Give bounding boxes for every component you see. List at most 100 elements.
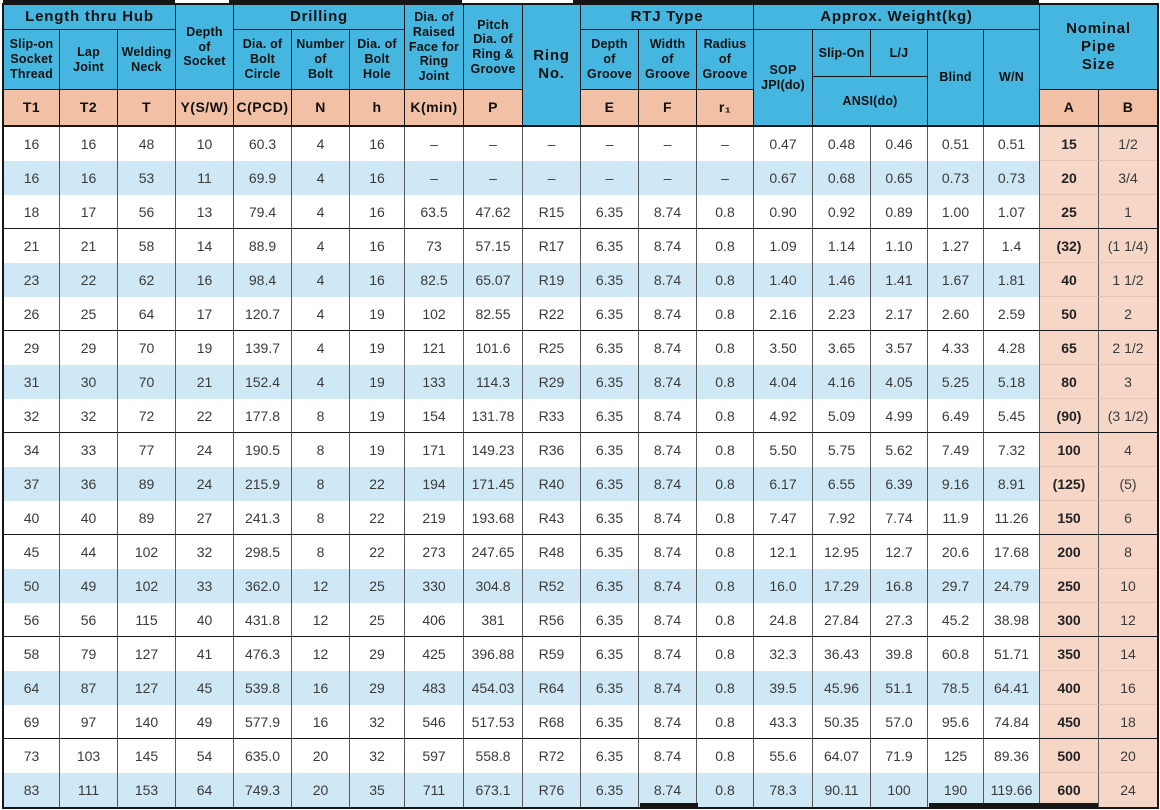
cell-r14-c4: 33	[176, 569, 234, 603]
cell-r17-c15: 45.96	[813, 671, 871, 705]
cell-r16-c12: 8.74	[639, 637, 697, 671]
col-header-slip-on-weight: Slip-On	[813, 30, 871, 77]
cell-r6-c13: 0.8	[697, 297, 754, 331]
cell-r14-c1: 50	[4, 569, 60, 603]
cell-r8-c1: 31	[4, 365, 60, 399]
cell-r15-c17: 45.2	[928, 603, 984, 637]
cell-r18-c3: 140	[118, 705, 176, 739]
cell-r7-c18: 4.28	[984, 331, 1040, 365]
cell-r15-c2: 56	[60, 603, 118, 637]
cell-r11-c18: 8.91	[984, 467, 1040, 501]
cell-r10-c10: R36	[523, 433, 581, 467]
cell-r11-c3: 89	[118, 467, 176, 501]
cell-r5-c7: 16	[350, 263, 405, 297]
flange-dimension-table: Length thru Hub Depth of Socket Drilling…	[2, 3, 1159, 809]
cell-r18-c17: 95.6	[928, 705, 984, 739]
cell-r12-c12: 8.74	[639, 501, 697, 535]
cell-r16-c15: 36.43	[813, 637, 871, 671]
cell-r17-c8: 483	[405, 671, 464, 705]
cell-r9-c1: 32	[4, 399, 60, 433]
cell-r20-c7: 35	[350, 773, 405, 807]
cell-r10-c2: 33	[60, 433, 118, 467]
cell-r11-c4: 24	[176, 467, 234, 501]
cell-r13-c13: 0.8	[697, 535, 754, 569]
cell-r13-c19: 200	[1040, 535, 1099, 569]
cell-r13-c2: 44	[60, 535, 118, 569]
cell-r15-c15: 27.84	[813, 603, 871, 637]
symbol-f: F	[639, 90, 697, 127]
col-header-width-of-groove: Width of Groove	[639, 30, 697, 90]
cell-r19-c17: 125	[928, 739, 984, 773]
col-header-lj-weight: L/J	[871, 30, 928, 77]
cell-r8-c4: 21	[176, 365, 234, 399]
col-header-slip-on-socket-thread: Slip-on Socket Thread	[4, 30, 60, 90]
cell-r16-c6: 12	[292, 637, 350, 671]
cell-r12-c19: 150	[1040, 501, 1099, 535]
cell-r14-c13: 0.8	[697, 569, 754, 603]
cell-r18-c18: 74.84	[984, 705, 1040, 739]
cell-r11-c16: 6.39	[871, 467, 928, 501]
cell-r18-c9: 517.53	[464, 705, 523, 739]
cell-r16-c2: 79	[60, 637, 118, 671]
cell-r19-c14: 55.6	[754, 739, 813, 773]
cell-r1-c13: –	[697, 127, 754, 161]
cell-r5-c10: R19	[523, 263, 581, 297]
cell-r11-c6: 8	[292, 467, 350, 501]
cell-r7-c7: 19	[350, 331, 405, 365]
cell-r2-c17: 0.73	[928, 161, 984, 195]
cell-r17-c3: 127	[118, 671, 176, 705]
cell-r13-c20: 8	[1099, 535, 1157, 569]
cell-r10-c11: 6.35	[581, 433, 639, 467]
cell-r14-c15: 17.29	[813, 569, 871, 603]
cell-r18-c14: 43.3	[754, 705, 813, 739]
top-border-accent-2	[229, 0, 462, 4]
cell-r20-c16: 100	[871, 773, 928, 807]
cell-r19-c9: 558.8	[464, 739, 523, 773]
cell-r2-c15: 0.68	[813, 161, 871, 195]
cell-r13-c17: 20.6	[928, 535, 984, 569]
cell-r4-c16: 1.10	[871, 229, 928, 263]
cell-r5-c1: 23	[4, 263, 60, 297]
cell-r11-c11: 6.35	[581, 467, 639, 501]
cell-r14-c3: 102	[118, 569, 176, 603]
cell-r9-c18: 5.45	[984, 399, 1040, 433]
cell-r4-c7: 16	[350, 229, 405, 263]
cell-r17-c14: 39.5	[754, 671, 813, 705]
cell-r4-c9: 57.15	[464, 229, 523, 263]
cell-r2-c12: –	[639, 161, 697, 195]
cell-r2-c20: 3/4	[1099, 161, 1157, 195]
cell-r7-c14: 3.50	[754, 331, 813, 365]
cell-r15-c18: 38.98	[984, 603, 1040, 637]
cell-r19-c7: 32	[350, 739, 405, 773]
col-header-dia-bolt-circle: Dia. of Bolt Circle	[234, 30, 292, 90]
cell-r19-c3: 145	[118, 739, 176, 773]
cell-r18-c16: 57.0	[871, 705, 928, 739]
cell-r3-c7: 16	[350, 195, 405, 229]
cell-r20-c12: 8.74	[639, 773, 697, 807]
cell-r10-c12: 8.74	[639, 433, 697, 467]
cell-r1-c12: –	[639, 127, 697, 161]
cell-r19-c2: 103	[60, 739, 118, 773]
cell-r15-c4: 40	[176, 603, 234, 637]
cell-r9-c6: 8	[292, 399, 350, 433]
cell-r6-c9: 82.55	[464, 297, 523, 331]
cell-r18-c7: 32	[350, 705, 405, 739]
cell-r13-c1: 45	[4, 535, 60, 569]
cell-r11-c2: 36	[60, 467, 118, 501]
cell-r20-c9: 673.1	[464, 773, 523, 807]
cell-r3-c4: 13	[176, 195, 234, 229]
cell-r13-c14: 12.1	[754, 535, 813, 569]
cell-r16-c16: 39.8	[871, 637, 928, 671]
cell-r5-c14: 1.40	[754, 263, 813, 297]
cell-r1-c14: 0.47	[754, 127, 813, 161]
cell-r7-c8: 121	[405, 331, 464, 365]
cell-r19-c19: 500	[1040, 739, 1099, 773]
cell-r6-c4: 17	[176, 297, 234, 331]
cell-r3-c1: 18	[4, 195, 60, 229]
cell-r1-c5: 60.3	[234, 127, 292, 161]
cell-r6-c3: 64	[118, 297, 176, 331]
symbol-y: Y(S/W)	[176, 90, 234, 127]
cell-r4-c19: (32)	[1040, 229, 1099, 263]
cell-r3-c3: 56	[118, 195, 176, 229]
cell-r14-c7: 25	[350, 569, 405, 603]
